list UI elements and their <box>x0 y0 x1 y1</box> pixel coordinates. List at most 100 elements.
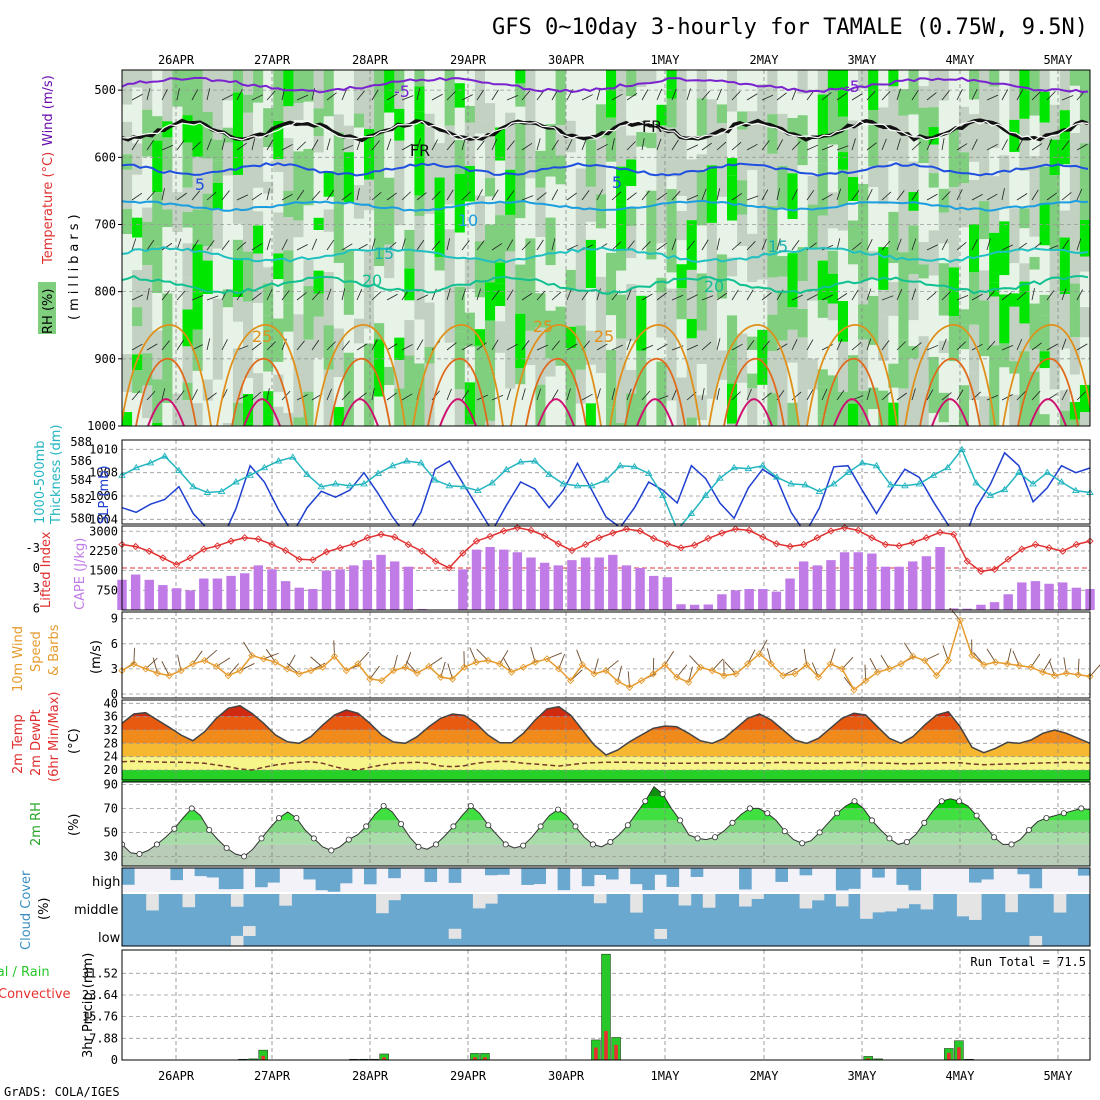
lifted-index-point <box>1059 547 1067 555</box>
rh-cell <box>212 139 224 161</box>
thickness-point <box>1071 486 1080 494</box>
rh-cell <box>545 217 557 266</box>
wind-barb <box>1031 143 1043 151</box>
rh-cell <box>827 303 839 321</box>
wind-barb <box>806 389 814 401</box>
date-label-bottom: 4MAY <box>946 1069 976 1083</box>
rh-cell <box>182 263 194 278</box>
rh-cell <box>888 211 900 264</box>
rh-cell <box>424 347 436 364</box>
rh-cell <box>464 423 476 426</box>
lifted-index-point <box>581 540 590 549</box>
wind-barb <box>701 295 714 301</box>
thickness-point <box>844 468 852 475</box>
rh-cell <box>616 112 628 167</box>
thickness-point <box>303 470 311 477</box>
rh-cell <box>485 371 497 421</box>
wind-barb <box>371 291 382 301</box>
rh-cell <box>948 361 960 386</box>
rh-cell <box>868 278 880 296</box>
rh-cell <box>686 187 698 221</box>
rh-cell <box>585 122 597 140</box>
rh2m-series <box>122 786 1090 860</box>
wind-barb <box>1046 192 1057 201</box>
wind-barb <box>221 339 228 351</box>
cape-bar <box>826 560 836 610</box>
lifted-index-point <box>377 530 385 539</box>
thickness-point <box>1000 485 1009 493</box>
thickness-point <box>1015 468 1023 475</box>
lifted-index-point <box>145 547 153 555</box>
cloud-high-cell <box>981 868 994 880</box>
wind-barb <box>446 388 452 401</box>
rh-cell <box>878 70 890 108</box>
contour-label: FR <box>642 117 662 136</box>
wind-barb <box>866 288 872 301</box>
rh-cell <box>414 70 426 87</box>
rh-cell <box>868 409 880 426</box>
date-label-bottom: 29APR <box>450 1069 487 1083</box>
wind10-point <box>625 683 634 691</box>
rh-cell <box>666 159 678 177</box>
rh-cell <box>273 406 285 426</box>
rh-cell <box>1029 269 1041 304</box>
rh-cell <box>989 176 1001 233</box>
wind-barb <box>1001 292 1012 301</box>
cape-bar <box>253 565 264 610</box>
wind-barb <box>461 343 473 351</box>
rh-cell <box>606 208 618 253</box>
thickness-point <box>872 461 881 469</box>
wind-barb <box>761 340 770 351</box>
rh-cell <box>414 195 426 217</box>
rh-cell <box>555 306 567 327</box>
rh-cell <box>243 337 255 378</box>
wind-barb <box>401 344 413 351</box>
rh-cell <box>192 292 204 330</box>
wind10-point <box>236 666 244 675</box>
rh-cell <box>303 286 315 340</box>
wind10-barb <box>243 641 253 656</box>
wind-barb <box>1031 342 1042 351</box>
cloud-high-cell <box>896 868 909 885</box>
rh-cell <box>989 232 1001 283</box>
lifted-index-point <box>350 540 358 548</box>
rh-cell <box>606 301 618 316</box>
wind-barb <box>656 192 668 201</box>
rh2m-point <box>537 823 544 830</box>
contour-35 <box>1029 398 1067 426</box>
wind-barb <box>986 143 998 151</box>
rh-cell <box>474 195 486 242</box>
cloud-high-cell <box>255 868 268 888</box>
rh-cell <box>1079 385 1090 413</box>
rh-cell <box>454 83 466 108</box>
wind-barb <box>446 342 457 351</box>
wind-barb <box>881 191 892 201</box>
rh-cell <box>182 346 194 383</box>
wind-barb <box>341 288 346 301</box>
wind-barb <box>986 290 995 301</box>
rh-cell <box>1079 307 1090 338</box>
contour-25 <box>122 324 212 426</box>
wind10-barb <box>986 648 996 663</box>
rh-cell <box>716 104 728 124</box>
rh-cell <box>454 107 466 141</box>
thickness-point <box>886 480 895 488</box>
wind-barb <box>521 195 534 201</box>
rh2m-point <box>241 853 248 860</box>
wind-barb <box>326 189 335 201</box>
wind-barb <box>686 294 698 301</box>
rh-cell <box>283 174 295 191</box>
cape-bar <box>485 547 495 610</box>
rh-cell <box>999 187 1011 208</box>
wind10-point <box>319 663 327 671</box>
wind-barb <box>656 88 663 101</box>
lifted-index-point <box>609 529 617 537</box>
rh-cell <box>374 323 386 340</box>
lifted-index-point <box>186 554 194 562</box>
rh-cell <box>535 70 547 126</box>
rh-cell <box>1049 389 1061 426</box>
contour-label: 25 <box>533 317 553 336</box>
wind-barb <box>251 243 263 251</box>
wind-barb <box>1076 343 1088 351</box>
